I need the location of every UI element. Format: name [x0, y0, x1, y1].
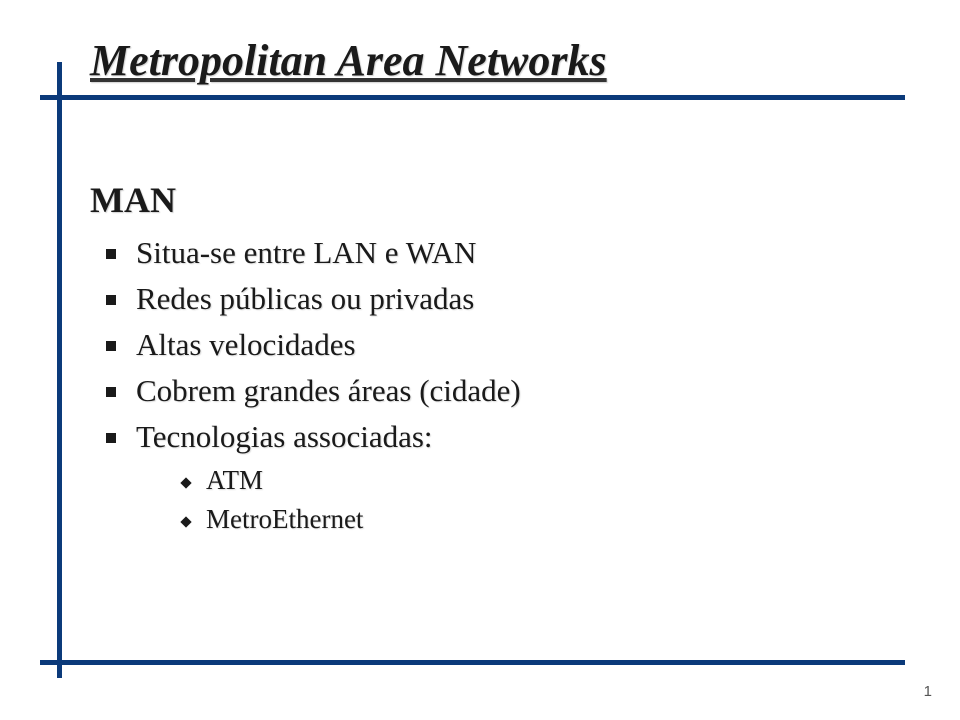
slide-container: Metropolitan Area Networks MAN Situa-se … — [0, 0, 960, 720]
decorative-bar-top — [40, 95, 905, 100]
bullet-list: Situa-se entre LAN e WAN Redes públicas … — [90, 235, 910, 535]
subheading: MAN — [90, 179, 910, 221]
bullet-item: Situa-se entre LAN e WAN — [100, 235, 910, 271]
slide-title: Metropolitan Area Networks — [90, 35, 910, 86]
bullet-item: Tecnologias associadas: ATM MetroEtherne… — [100, 419, 910, 535]
bullet-item: Altas velocidades — [100, 327, 910, 363]
sub-bullet-item: ATM — [176, 465, 910, 496]
bullet-item-label: Tecnologias associadas: — [136, 419, 433, 454]
decorative-bar-bottom — [40, 660, 905, 665]
bullet-item: Cobrem grandes áreas (cidade) — [100, 373, 910, 409]
sub-bullet-list: ATM MetroEthernet — [136, 465, 910, 535]
bullet-item: Redes públicas ou privadas — [100, 281, 910, 317]
decorative-bar-vertical — [57, 62, 62, 678]
page-number: 1 — [924, 683, 932, 700]
content-area: MAN Situa-se entre LAN e WAN Redes públi… — [90, 94, 910, 535]
sub-bullet-item: MetroEthernet — [176, 504, 910, 535]
